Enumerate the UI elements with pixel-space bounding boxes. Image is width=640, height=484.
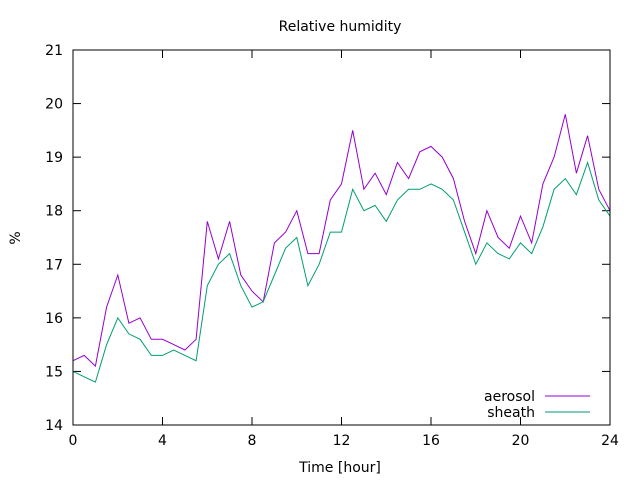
plot-frame	[72, 49, 611, 426]
x-tick-label: 8	[248, 433, 257, 449]
legend-label-aerosol: aerosol	[484, 389, 535, 405]
y-tick-label: 20	[45, 97, 63, 113]
chart-title: Relative humidity	[279, 19, 402, 35]
x-tick-label: 0	[69, 433, 78, 449]
y-axis-label: %	[8, 231, 24, 244]
y-tick-label: 14	[45, 418, 63, 434]
x-tick-label: 20	[512, 433, 530, 449]
legend-label-sheath: sheath	[487, 405, 535, 421]
y-tick-label: 16	[45, 311, 63, 327]
y-tick-label: 15	[45, 364, 63, 380]
x-tick-label: 12	[333, 433, 351, 449]
y-tick-label: 21	[45, 43, 63, 59]
y-tick-label: 17	[45, 257, 63, 273]
y-tick-label: 18	[45, 204, 63, 220]
x-tick-label: 16	[422, 433, 440, 449]
x-tick-label: 24	[601, 433, 619, 449]
series-line-aerosol	[72, 114, 611, 368]
y-tick-label: 19	[45, 150, 63, 166]
series-line-sheath	[72, 160, 611, 383]
x-axis-label: Time [hour]	[298, 460, 381, 476]
x-tick-label: 4	[158, 433, 167, 449]
